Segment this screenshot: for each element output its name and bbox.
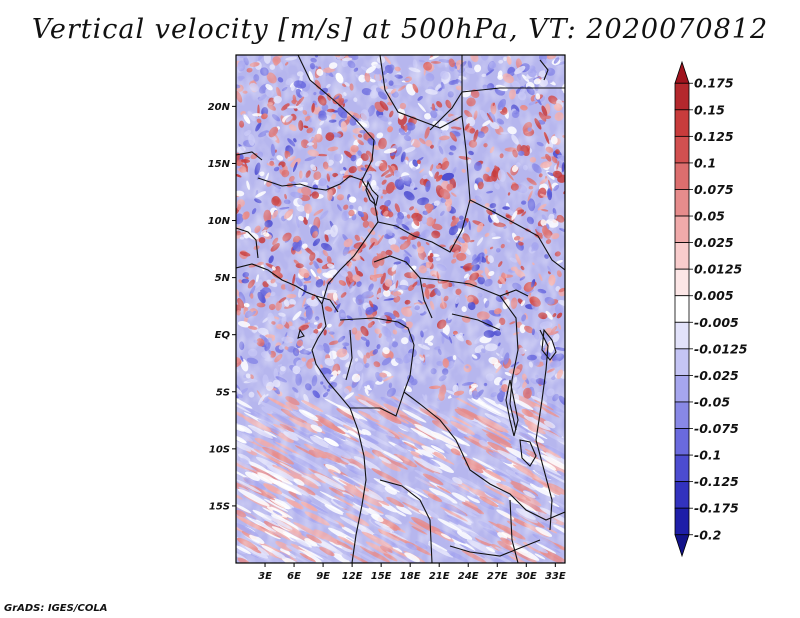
lon-tick-label: 33E (545, 571, 566, 582)
colorbar-label: -0.2 (694, 527, 721, 542)
colorbar-bottom-triangle (674, 534, 690, 558)
colorbar-top-triangle (674, 60, 690, 84)
lat-tick-label: 20N (208, 102, 231, 113)
lat-tick-label: EQ (215, 330, 231, 341)
colorbar-box (674, 268, 690, 297)
colorbar-label: 0.075 (694, 182, 734, 197)
colorbar-label: 0.0125 (694, 262, 743, 277)
colorbar-box (674, 507, 690, 536)
colorbar-label: 0.1 (694, 155, 716, 170)
colorbar-box (674, 189, 690, 217)
colorbar-label: -0.075 (694, 421, 739, 436)
lon-tick-label: 9E (316, 571, 330, 582)
lon-tick-label: 21E (429, 571, 450, 582)
colorbar-box (674, 215, 690, 244)
lon-tick-label: 12E (342, 571, 363, 582)
colorbar-box (674, 321, 690, 350)
lon-tick-label: 3E (258, 571, 272, 582)
colorbar-box (674, 162, 690, 190)
colorbar-label: -0.025 (694, 368, 739, 383)
lat-tick-label: 10N (208, 216, 231, 227)
colorbar-label: -0.005 (694, 315, 739, 330)
colorbar-label: 0.175 (694, 76, 734, 91)
colorbar-label: -0.125 (694, 474, 739, 489)
colorbar-box (674, 401, 690, 429)
grads-credit: GrADS: IGES/COLA (4, 603, 108, 614)
colorbar-label: -0.0125 (694, 341, 748, 356)
colorbar-box (674, 374, 690, 403)
lon-tick-label: 18E (400, 571, 421, 582)
colorbar: 0.175 0.15 0.125 0.1 0.075 0.05 0.025 0.0125 0.0… (674, 60, 748, 558)
latitude-axis: 20N 15N 10N 5N EQ 5S 10S 15S (208, 102, 236, 512)
lat-tick-label: 5N (215, 273, 231, 284)
lat-tick-label: 5S (216, 387, 230, 398)
colorbar-box (674, 348, 690, 376)
colorbar-box (674, 295, 690, 323)
colorbar-box (674, 242, 690, 270)
country-borders (236, 55, 565, 563)
lon-tick-label: 15E (371, 571, 392, 582)
colorbar-label: -0.175 (694, 501, 739, 516)
lat-tick-label: 15N (208, 159, 231, 170)
colorbar-label: 0.025 (694, 235, 734, 250)
colorbar-box (674, 135, 690, 164)
chart-title: Vertical velocity [m/s] at 500hPa, VT: 2… (31, 14, 769, 45)
colorbar-box (674, 454, 690, 483)
map-plot-area (235, 54, 566, 564)
colorbar-label: 0.005 (694, 288, 734, 303)
lon-tick-label: 30E (516, 571, 537, 582)
colorbar-box (674, 82, 690, 111)
longitude-axis: 3E 6E 9E 12E 15E 18E 21E 24E 27E 30E 33E (258, 563, 566, 582)
colorbar-box (674, 428, 690, 456)
lon-tick-label: 27E (487, 571, 508, 582)
map-frame (235, 54, 566, 564)
lakes-and-coast-details (297, 59, 557, 467)
colorbar-label: -0.1 (694, 448, 721, 463)
colorbar-label: 0.15 (694, 102, 725, 117)
lat-tick-label: 10S (209, 444, 230, 455)
colorbar-box (674, 109, 690, 137)
lon-tick-label: 6E (287, 571, 301, 582)
colorbar-box (674, 481, 690, 509)
colorbar-label: 0.125 (694, 129, 734, 144)
lat-tick-label: 15S (209, 501, 230, 512)
lon-tick-label: 24E (458, 571, 479, 582)
colorbar-label: -0.05 (694, 394, 730, 409)
colorbar-label: 0.05 (694, 209, 725, 224)
